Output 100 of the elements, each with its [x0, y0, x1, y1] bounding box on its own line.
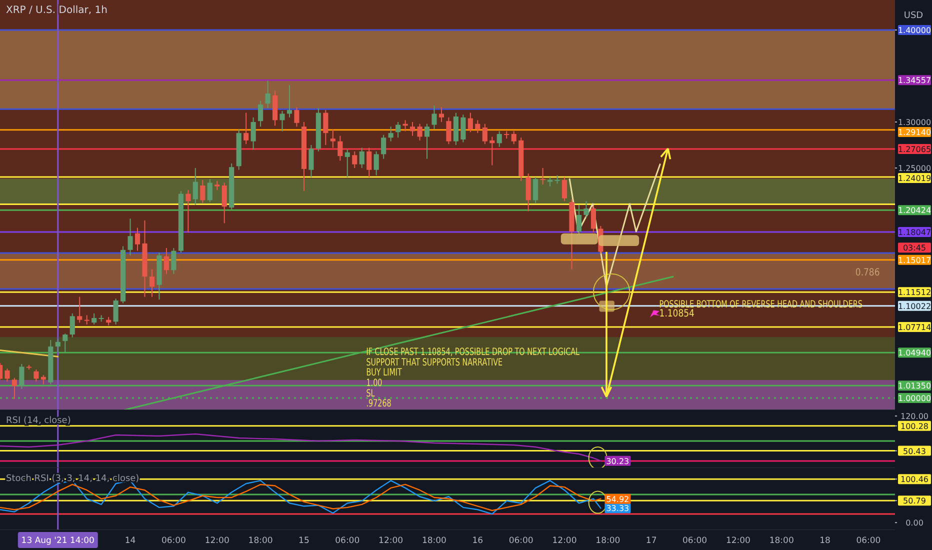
y-tick-label: 1.30000 — [898, 118, 932, 128]
y-tick-label: 0.00 — [906, 518, 924, 528]
candlestick — [410, 122, 416, 136]
candlestick — [511, 130, 516, 145]
x-tick-label: 06:00 — [856, 536, 881, 546]
candlestick — [381, 134, 386, 160]
text: XRP / U.S. Dollar, 1h — [6, 5, 108, 16]
y-tick-label: 50.79 — [903, 496, 926, 506]
ref-line-label: 1.20424 — [898, 206, 932, 216]
candlestick — [533, 176, 538, 204]
candlestick — [265, 80, 270, 109]
candlestick — [374, 150, 379, 176]
x-tick-label: 17 — [646, 536, 657, 546]
candlestick — [149, 268, 155, 298]
candlestick — [34, 369, 39, 382]
candlestick — [258, 100, 264, 128]
candlestick — [417, 123, 422, 141]
data-label: 33.33 — [606, 504, 630, 514]
x-tick-label: 14 — [124, 536, 136, 546]
x-tick-label: 16 — [472, 536, 484, 546]
candlestick — [576, 204, 582, 235]
candlestick — [424, 123, 430, 160]
candlestick — [330, 128, 336, 148]
text: 03:45 — [902, 244, 926, 253]
candlestick — [19, 363, 24, 390]
annotation: 1.10854 — [659, 308, 694, 320]
candlestick — [128, 218, 133, 256]
ref-line-label: 1.00000 — [898, 394, 932, 404]
candlestick — [547, 176, 553, 187]
candlestick — [526, 173, 531, 212]
data-label: 30.23 — [606, 456, 630, 466]
candlestick — [432, 104, 437, 130]
ref-line-label: 1.11512 — [898, 288, 932, 298]
candlestick — [186, 190, 191, 233]
candlestick — [113, 298, 118, 325]
x-tick-label: 18:00 — [248, 536, 273, 546]
y-tick-label: 1.25000 — [898, 164, 932, 174]
x-tick-label: 18:00 — [422, 536, 446, 546]
x-tick-label: 06:00 — [335, 536, 360, 546]
candlestick — [164, 248, 169, 274]
y-tick-label: 50.43 — [903, 446, 926, 456]
candlestick — [540, 168, 546, 186]
ref-line-label: 1.10022 — [898, 302, 932, 311]
y-tick-label: 120.00 — [900, 412, 928, 421]
candlestick — [388, 126, 394, 142]
candlestick — [192, 168, 198, 206]
x-tick-label: 18:00 — [596, 536, 620, 546]
candlestick — [338, 135, 343, 162]
data-label: 54.92 — [606, 494, 630, 504]
candlestick — [460, 114, 466, 143]
ref-line-label: 1.27065 — [898, 145, 932, 154]
y-tick-label: 100.46 — [900, 475, 928, 484]
candlestick — [352, 150, 358, 169]
x-tick-label: 12:00 — [552, 536, 577, 546]
ref-line-label: 1.15017 — [898, 256, 932, 265]
candlestick — [207, 178, 212, 203]
ref-line-label: 13 Aug '21 14:00 — [21, 536, 94, 546]
x-tick-label: 06:00 — [682, 536, 708, 546]
x-tick-label: 15 — [298, 536, 310, 546]
candlestick — [200, 179, 206, 204]
candlestick — [482, 123, 488, 145]
candlestick — [438, 106, 444, 123]
candlestick — [359, 147, 364, 169]
candlestick — [55, 338, 60, 353]
ref-line-label: 1.24019 — [898, 174, 932, 184]
candlestick — [244, 112, 249, 145]
candlestick — [70, 312, 75, 338]
candlestick — [396, 122, 401, 138]
candlestick — [134, 227, 140, 252]
candlestick — [280, 110, 285, 132]
ref-line-label: 1.29140 — [898, 128, 932, 138]
ref-line-label: 1.04940 — [898, 348, 932, 358]
candlestick — [504, 130, 510, 140]
x-tick-label: 18:00 — [769, 536, 794, 546]
candlestick — [214, 180, 220, 191]
candlestick — [77, 296, 82, 324]
y-tick-label: 100.28 — [900, 422, 928, 431]
candlestick — [468, 112, 473, 133]
y-axis-title: USD — [904, 11, 924, 21]
candlestick — [366, 147, 372, 178]
x-tick-label: 06:00 — [161, 536, 186, 546]
ref-line-label: 1.01350 — [898, 382, 932, 391]
candlestick — [323, 110, 328, 146]
y-tick-label: 1.40000 — [898, 26, 932, 35]
candlestick — [562, 176, 568, 202]
line-series — [568, 164, 661, 288]
candlestick — [250, 116, 256, 150]
annotation: 0.786 — [855, 266, 880, 279]
x-tick-label: 18 — [820, 536, 830, 546]
candlestick — [344, 149, 350, 178]
x-tick-label: 06:00 — [508, 536, 534, 546]
candlestick — [84, 314, 90, 325]
candlestick — [294, 106, 300, 128]
candlestick — [62, 333, 68, 353]
ref-line-label: 1.07714 — [898, 323, 932, 332]
candlestick — [222, 182, 227, 224]
candlestick — [92, 312, 97, 325]
candlestick — [590, 205, 596, 233]
candlestick — [286, 84, 292, 118]
x-tick-label: 12:00 — [378, 536, 404, 546]
